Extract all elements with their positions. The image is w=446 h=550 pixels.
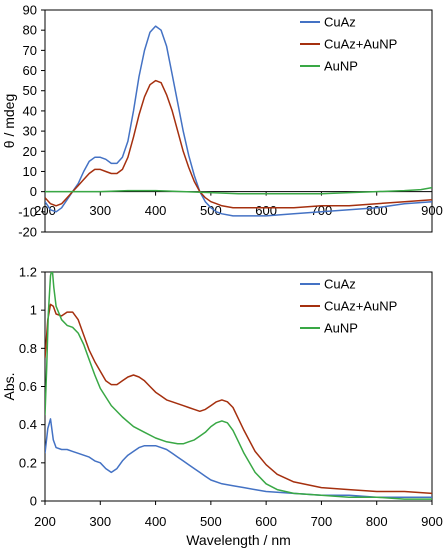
y-tick-label: 0 <box>30 184 37 199</box>
series-line-cuaz-aunp <box>45 303 432 495</box>
series-lines <box>45 272 432 500</box>
series-lines <box>45 25 432 217</box>
y-axis-label: θ / mdeg <box>1 94 17 148</box>
x-tick-label: 500 <box>200 203 222 218</box>
y-axis-label: Abs. <box>1 372 17 400</box>
legend-label: AuNP <box>324 321 358 336</box>
legend-label: AuNP <box>324 59 358 74</box>
x-tick-label: 900 <box>421 514 443 529</box>
y-tick-label: 10 <box>23 164 37 179</box>
y-tick-label: 1 <box>30 303 37 318</box>
x-tick-label: 800 <box>366 514 388 529</box>
y-tick-label: 50 <box>23 83 37 98</box>
y-tick-label: 20 <box>23 144 37 159</box>
legend: CuAz CuAz+AuNP AuNP <box>300 277 397 336</box>
series-line-cuaz <box>45 418 432 498</box>
y-tick-label: 60 <box>23 63 37 78</box>
x-tick-label: 200 <box>34 203 56 218</box>
y-tick-label: 40 <box>23 103 37 118</box>
series-line-aunp <box>45 272 432 500</box>
x-tick-label: 300 <box>89 203 111 218</box>
legend: CuAz CuAz+AuNP AuNP <box>300 15 397 74</box>
x-tick-label: 700 <box>311 514 333 529</box>
x-tick-label: 400 <box>145 203 167 218</box>
y-tick-label: 0.8 <box>19 341 37 356</box>
y-tick-label: 30 <box>23 124 37 139</box>
x-tick-label: 400 <box>145 514 167 529</box>
y-tick-label: 1.2 <box>19 265 37 280</box>
x-tick-label: 200 <box>34 514 56 529</box>
x-axis-label: Wavelength / nm <box>186 532 291 548</box>
y-tick-label: 0.6 <box>19 379 37 394</box>
legend-label: CuAz+AuNP <box>324 299 397 314</box>
y-tick-label: 0 <box>30 494 37 509</box>
x-tick-label: 900 <box>421 203 443 218</box>
y-tick-label: 0.4 <box>19 417 37 432</box>
x-tick-label: 300 <box>89 514 111 529</box>
chart-panel-1: -20 -10 0 10 20 30 40 50 60 70 80 90 200 300 400 500 600… <box>1 3 443 240</box>
y-tick-label: 80 <box>23 23 37 38</box>
x-tick-label: 500 <box>200 514 222 529</box>
legend-label: CuAz+AuNP <box>324 37 397 52</box>
y-tick-label: 70 <box>23 43 37 58</box>
chart-panel-2: 0 0.2 0.4 0.6 0.8 1 1.2 200 300 400 500 600 700 800 90… <box>1 265 443 549</box>
y-tick-label: -10 <box>18 204 37 219</box>
x-tick-label: 800 <box>366 203 388 218</box>
x-tick-label: 600 <box>255 203 277 218</box>
legend-label: CuAz <box>324 277 356 292</box>
series-line-aunp <box>45 186 432 195</box>
legend-label: CuAz <box>324 15 356 30</box>
y-tick-label: -20 <box>18 225 37 240</box>
x-tick-label: 600 <box>255 514 277 529</box>
y-tick-label: 90 <box>23 3 37 18</box>
y-tick-label: 0.2 <box>19 455 37 470</box>
plot-frame <box>44 9 433 233</box>
series-line-cuaz-aunp <box>45 79 432 209</box>
series-line-cuaz <box>45 25 432 217</box>
